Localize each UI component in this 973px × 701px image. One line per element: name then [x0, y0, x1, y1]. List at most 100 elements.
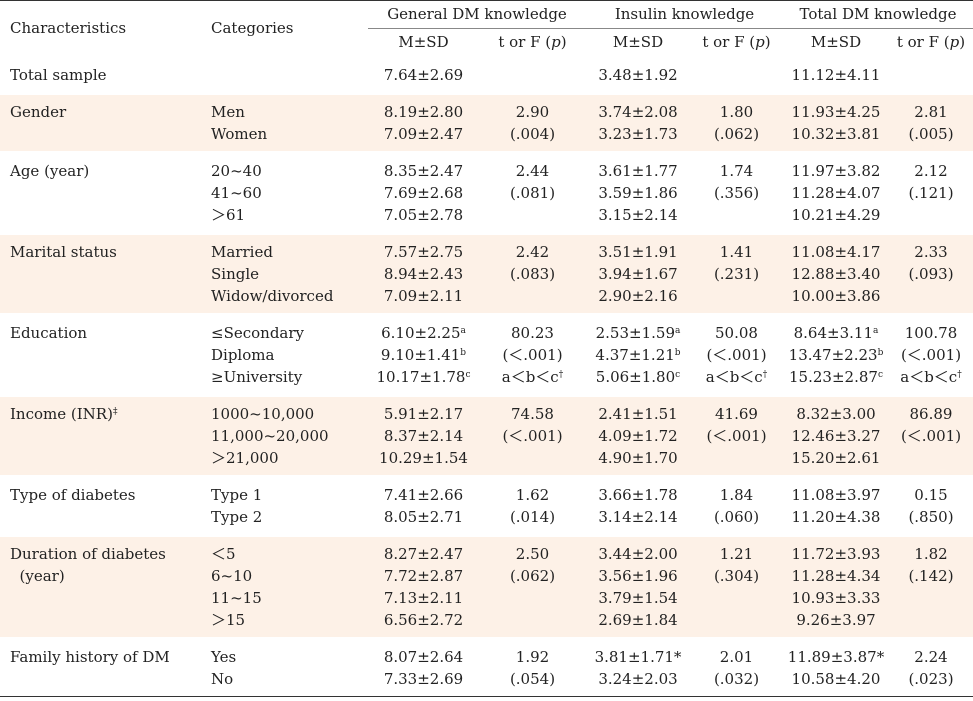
footnote-marker: ‡: [113, 407, 118, 417]
cell-line: (year): [10, 565, 211, 587]
cell-line: Single: [211, 263, 368, 285]
cell-text: 2.41±1.51: [598, 405, 677, 423]
header-msd: M±SD: [783, 29, 889, 57]
cell-line: (＜.001): [889, 425, 973, 447]
cell-text: 100.78: [905, 324, 958, 342]
cell-line: ＞21,000: [211, 447, 368, 469]
header-row-groups: Characteristics Categories General DM kn…: [0, 1, 973, 29]
cell-text: 3.56±1.96: [598, 567, 677, 585]
cell-text: 7.09±2.11: [384, 287, 463, 305]
cell-line: 11.08±3.97: [783, 484, 889, 506]
cell-text: ≥University: [211, 368, 302, 386]
cell-line: Gender: [10, 101, 211, 123]
general-test: 80.23(＜.001)a＜b＜c†: [479, 315, 586, 396]
cell-line: 10.17±1.78c: [368, 366, 479, 388]
cell-line: 7.69±2.68: [368, 182, 479, 204]
cell-line: 0.15: [889, 484, 973, 506]
cell-line: (＜.001): [889, 344, 973, 366]
cell-text: Duration of diabetes: [10, 545, 166, 563]
cell-line: 2.33: [889, 241, 973, 263]
insulin-test: [690, 57, 783, 94]
cell-line: ＜5: [211, 543, 368, 565]
cell-line: 10.93±3.33: [783, 587, 889, 609]
cell-line: 3.14±2.14: [586, 506, 690, 528]
cell-line: (＜.001): [479, 425, 586, 447]
cell-line: (.004): [479, 123, 586, 145]
header-test-stat: t or F (p): [889, 29, 973, 57]
general-test: 2.50(.062): [479, 536, 586, 639]
cell-line: 3.79±1.54: [586, 587, 690, 609]
cell-text: 11.28±4.34: [792, 567, 881, 585]
cell-line: 8.64±3.11a: [783, 322, 889, 344]
header-total-knowledge: Total DM knowledge: [783, 1, 973, 29]
cell-line: 3.74±2.08: [586, 101, 690, 123]
total-test: 100.78(＜.001)a＜b＜c†: [889, 315, 973, 396]
cell-line: 3.51±1.91: [586, 241, 690, 263]
footnote-marker: b: [675, 348, 681, 358]
header-general-knowledge: General DM knowledge: [368, 1, 586, 29]
header-characteristics: Characteristics: [0, 1, 211, 57]
cell-line: 10.58±4.20: [783, 668, 889, 690]
cell-text: (.356): [714, 184, 759, 202]
cell-text: Type of diabetes: [10, 486, 136, 504]
cell-line: 41~60: [211, 182, 368, 204]
cell-line: 3.61±1.77: [586, 160, 690, 182]
cell-text: ＞15: [211, 611, 245, 629]
cell-line: 1.82: [889, 543, 973, 565]
cell-line: 7.33±2.69: [368, 668, 479, 690]
cell-line: 10.32±3.81: [783, 123, 889, 145]
cell-text: 9.10±1.41: [381, 346, 460, 364]
cell-text: 2.90±2.16: [598, 287, 677, 305]
cell-line: 3.59±1.86: [586, 182, 690, 204]
general-msd: 7.64±2.69: [368, 57, 479, 94]
cell-text: 11,000~20,000: [211, 427, 329, 445]
cell-text: 2.50: [516, 545, 549, 563]
cell-text: 5.06±1.80: [596, 368, 675, 386]
cell-text: Marital status: [10, 243, 117, 261]
cell-text: 2.42: [516, 243, 549, 261]
cell-text: 10.58±4.20: [792, 670, 881, 688]
cell-line: 3.94±1.67: [586, 263, 690, 285]
cell-line: 10.29±1.54: [368, 447, 479, 469]
cell-text: Single: [211, 265, 259, 283]
bottom-rule-cell: [0, 697, 973, 701]
cell-line: 1.62: [479, 484, 586, 506]
cell-text: 15.20±2.61: [792, 449, 881, 467]
cell-text: 11.12±4.11: [792, 66, 881, 84]
cell-text: (.121): [908, 184, 953, 202]
cell-line: 11.12±4.11: [783, 64, 889, 86]
cell-text: 3.74±2.08: [598, 103, 677, 121]
cell-line: 5.06±1.80c: [586, 366, 690, 388]
cell-text: 74.58: [511, 405, 554, 423]
cell-text: (＜.001): [901, 346, 961, 364]
cell-text: 11.28±4.07: [792, 184, 881, 202]
cell-line: 8.27±2.47: [368, 543, 479, 565]
cell-text: 2.12: [914, 162, 947, 180]
cell-text: ＜5: [211, 545, 236, 563]
cell-line: 80.23: [479, 322, 586, 344]
cell-line: 86.89: [889, 403, 973, 425]
cell-text: (.060): [714, 508, 759, 526]
cell-text: (.850): [908, 508, 953, 526]
cell-text: 10.00±3.86: [792, 287, 881, 305]
cell-line: (＜.001): [479, 344, 586, 366]
row-characteristic: Marital status: [0, 234, 211, 315]
cell-line: 1.41: [690, 241, 783, 263]
row-characteristic: Family history of DM: [0, 639, 211, 697]
cell-text: 2.90: [516, 103, 549, 121]
cell-text: (.005): [908, 125, 953, 143]
cell-text: (＜.001): [502, 346, 562, 364]
cell-text: Men: [211, 103, 245, 121]
general-test: [479, 57, 586, 94]
cell-line: 4.90±1.70: [586, 447, 690, 469]
row-characteristic: Total sample: [0, 57, 211, 94]
